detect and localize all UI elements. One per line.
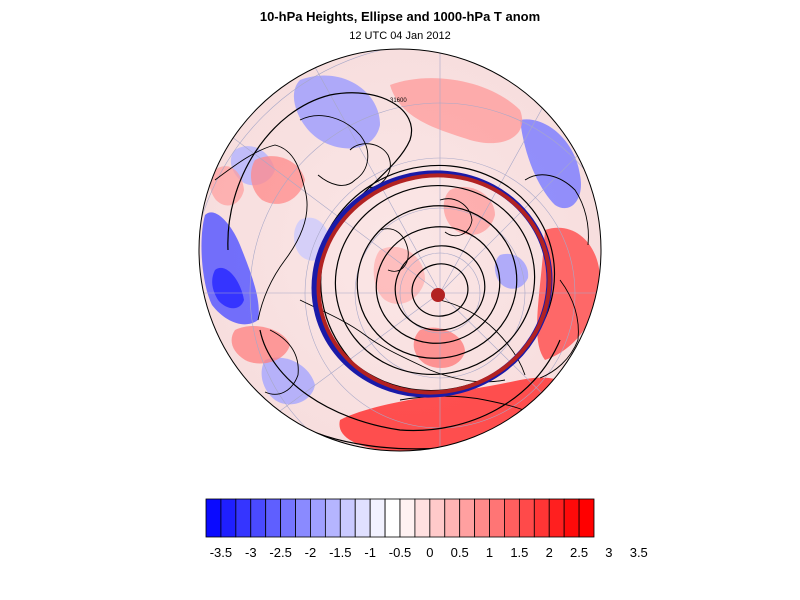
blue-anomaly-west-core xyxy=(212,267,244,309)
colorbar-box xyxy=(563,498,580,538)
colorbar-box xyxy=(295,498,311,538)
colorbar-box xyxy=(518,498,535,538)
map-fill-layer xyxy=(199,49,601,451)
blue-anomaly-west xyxy=(201,212,259,325)
globe-outline xyxy=(198,48,602,452)
colorbar-tick-label: -0.5 xyxy=(389,545,411,560)
coastlines xyxy=(214,115,589,421)
colorbar-box xyxy=(414,498,431,538)
blue-anomaly-southwest xyxy=(261,357,315,405)
colorbar-tick-label: 2.5 xyxy=(570,545,588,560)
red-anomaly-southwest xyxy=(231,325,290,364)
colorbar-tick-label: 2 xyxy=(546,545,553,560)
colorbar-box xyxy=(474,498,490,538)
colorbar-box xyxy=(548,498,565,538)
colorbar-tick-label: 0.5 xyxy=(451,545,469,560)
colorbar-labels: -3.5 -3 -2.5 -2 -1.5 -1 -0.5 0 0.5 1 1.5 2 2.5 3 3.5 xyxy=(210,545,648,560)
colorbar-tick-label: 1.5 xyxy=(510,545,528,560)
blue-anomaly-east xyxy=(520,119,581,209)
colorbar-tick-label: 1 xyxy=(486,545,493,560)
colorbar-box xyxy=(384,498,401,538)
colorbar-tick-label: -1.5 xyxy=(329,545,351,560)
colorbar-box xyxy=(444,498,461,538)
colorbar-box xyxy=(489,498,505,538)
colorbar-box xyxy=(504,498,520,538)
colorbar-tick-label: 3.5 xyxy=(630,545,648,560)
colorbar-box xyxy=(429,498,446,538)
colorbar-box xyxy=(339,498,356,538)
colorbar-tick-label: 3 xyxy=(605,545,612,560)
colorbar-tick-label: -1 xyxy=(364,545,376,560)
plot-title: 10-hPa Heights, Ellipse and 1000-hPa T a… xyxy=(259,9,541,24)
colorbar-box xyxy=(324,498,341,538)
colorbar-tick-label: 0 xyxy=(426,545,433,560)
plot-subtitle: 12 UTC 04 Jan 2012 xyxy=(349,30,451,42)
vortex-center-marker xyxy=(431,288,445,302)
colorbar-box xyxy=(399,498,416,538)
colorbar-box xyxy=(205,498,222,538)
colorbar-box xyxy=(354,498,371,538)
colorbar-boxes xyxy=(205,498,595,538)
colorbar-tick-label: -2 xyxy=(305,545,317,560)
colorbar-box xyxy=(265,498,282,538)
colorbar-box xyxy=(310,498,326,538)
vortex-ellipse xyxy=(316,173,552,395)
red-anomaly-northwest xyxy=(250,156,305,204)
colorbar-box xyxy=(220,498,237,538)
colorbar-box xyxy=(578,498,595,538)
blue-anomaly-north xyxy=(293,75,380,149)
colorbar-box xyxy=(280,498,296,538)
colorbar-box xyxy=(250,498,267,538)
colorbar-box xyxy=(459,498,476,538)
colorbar-box xyxy=(533,498,550,538)
blue-anomaly-east-small xyxy=(494,253,529,289)
colorbar-tick-label: -2.5 xyxy=(269,545,291,560)
colorbar-box xyxy=(235,498,252,538)
colorbar-tick-label: -3 xyxy=(245,545,257,560)
colorbar-box xyxy=(369,498,386,538)
red-anomaly-north xyxy=(390,78,523,144)
contour-label: 31600 xyxy=(390,98,407,104)
colorbar-tick-label: -3.5 xyxy=(210,545,232,560)
